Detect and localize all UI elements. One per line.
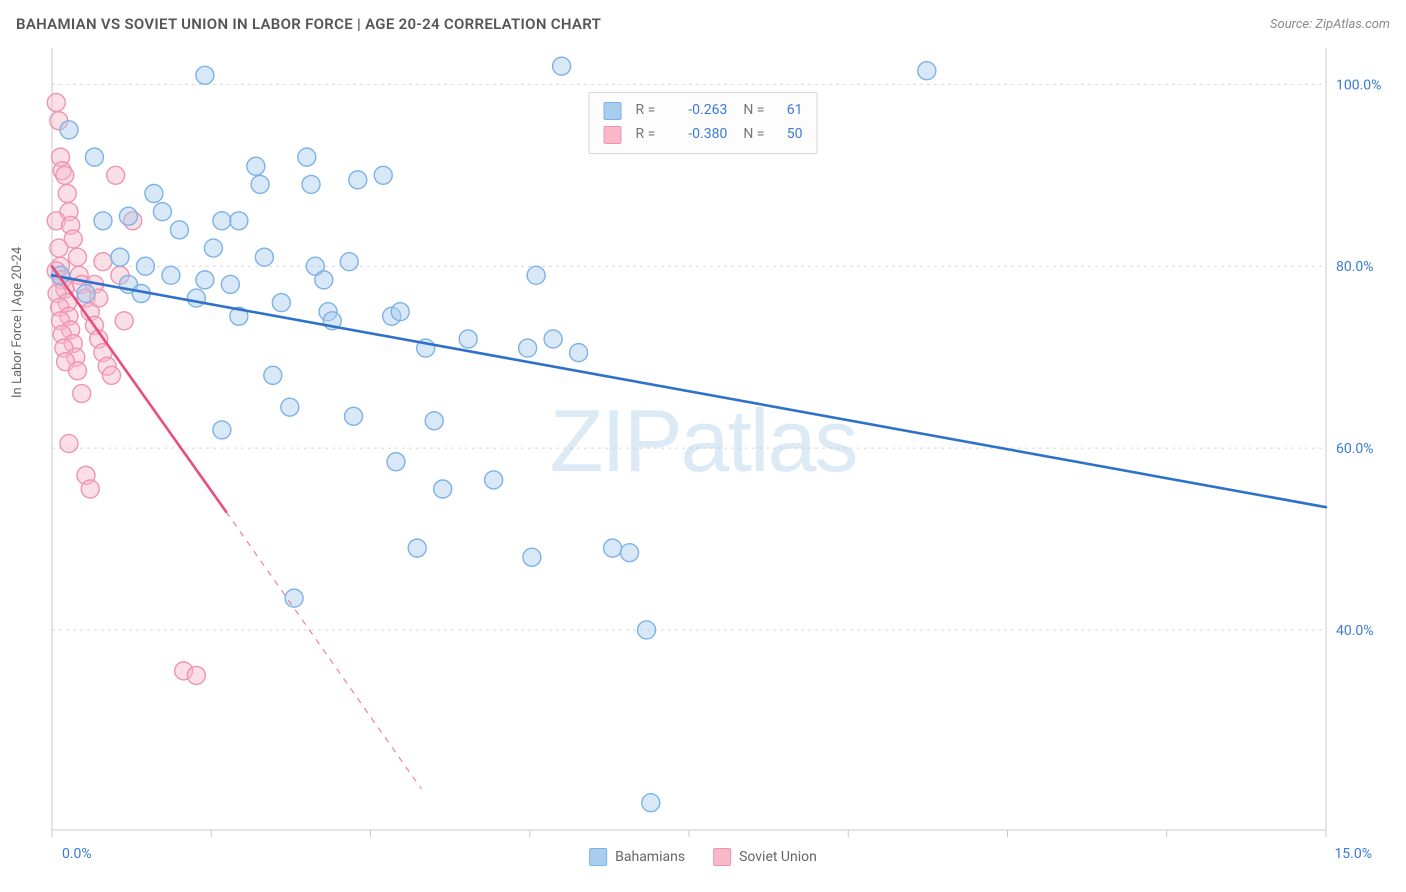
source-attribution: Source: ZipAtlas.com	[1270, 17, 1390, 32]
n-value-bahamians: 61	[774, 99, 802, 123]
legend-row-soviet: R = -0.380 N = 50	[604, 123, 803, 147]
legend-row-bahamians: R = -0.263 N = 61	[604, 99, 803, 123]
y-axis-label: In Labor Force | Age 20-24	[10, 247, 25, 398]
r-label: R =	[636, 99, 656, 123]
n-value-soviet: 50	[774, 123, 802, 147]
r-value-bahamians: -0.263	[665, 99, 727, 123]
legend-swatch-soviet	[713, 848, 731, 866]
svg-text:100.0%: 100.0%	[1336, 77, 1381, 93]
r-value-soviet: -0.380	[665, 123, 727, 147]
n-label: N =	[743, 123, 764, 147]
n-label: N =	[743, 99, 764, 123]
legend-label-bahamians: Bahamians	[615, 849, 685, 865]
legend-swatch-bahamians	[589, 848, 607, 866]
svg-text:60.0%: 60.0%	[1336, 441, 1374, 457]
legend-swatch-soviet	[604, 126, 622, 144]
legend-item-soviet: Soviet Union	[713, 848, 817, 866]
legend-label-soviet: Soviet Union	[739, 849, 817, 865]
legend-swatch-bahamians	[604, 102, 622, 120]
x-axis-min-label: 0.0%	[62, 846, 92, 862]
x-axis-max-label: 15.0%	[1334, 846, 1372, 862]
series-legend: Bahamians Soviet Union	[589, 848, 817, 866]
correlation-legend: R = -0.263 N = 61 R = -0.380 N = 50	[589, 92, 818, 154]
scatter-plot-svg: 40.0% 60.0% 80.0% 100.0%	[14, 42, 1392, 874]
svg-text:80.0%: 80.0%	[1336, 259, 1374, 275]
r-label: R =	[636, 123, 656, 147]
svg-text:40.0%: 40.0%	[1336, 623, 1374, 639]
legend-item-bahamians: Bahamians	[589, 848, 685, 866]
chart-title: BAHAMIAN VS SOVIET UNION IN LABOR FORCE …	[16, 15, 601, 33]
chart-area: In Labor Force | Age 20-24 ZIPatlas R = …	[14, 42, 1392, 874]
